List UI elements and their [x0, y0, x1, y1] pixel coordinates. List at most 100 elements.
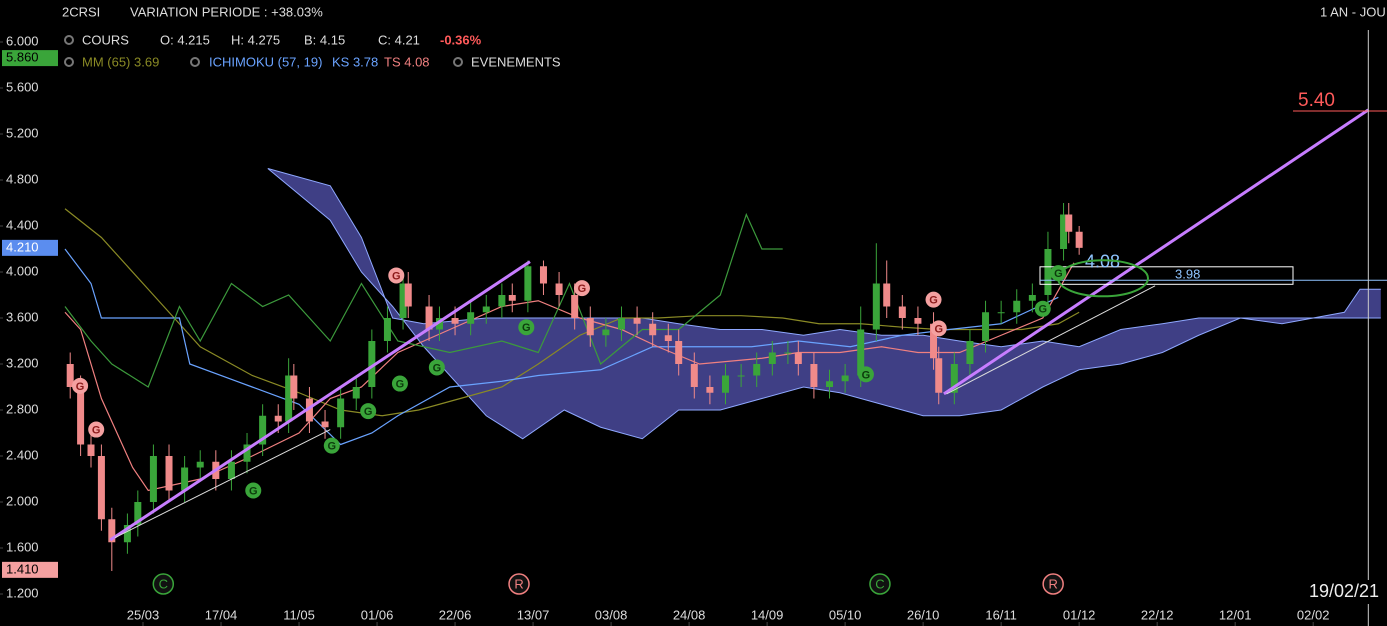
- candle-body: [883, 283, 891, 307]
- candle-body: [467, 312, 475, 324]
- event-label: G: [1038, 304, 1047, 316]
- x-tick-label: 16/11: [985, 607, 1017, 622]
- trendline: [946, 285, 1156, 395]
- high: H: 4.275: [231, 32, 280, 47]
- candle-body: [508, 295, 516, 301]
- candle-body: [352, 387, 360, 399]
- candle-body: [368, 341, 376, 387]
- events-legend[interactable]: EVENEMENTS: [471, 54, 561, 69]
- trendline: [114, 429, 331, 539]
- candle-body: [165, 456, 173, 491]
- candle-body: [784, 352, 792, 354]
- period-event-marker: [1042, 573, 1064, 595]
- candle-body: [675, 341, 683, 364]
- period[interactable]: 1 AN - JOU: [1320, 4, 1386, 19]
- current-label: 19/02/21: [1309, 581, 1379, 601]
- candle-body: [337, 398, 345, 428]
- candle-body: [196, 461, 204, 468]
- gear-icon[interactable]: [190, 57, 200, 67]
- level-label: 5.40: [1298, 90, 1335, 111]
- event-marker: [388, 267, 405, 284]
- x-tick-label: 17/04: [205, 607, 238, 622]
- ichimoku-cloud: [267, 168, 1381, 439]
- level-label: 3.98: [1175, 267, 1200, 282]
- candle-body: [123, 525, 131, 543]
- mm-legend[interactable]: MM (65) 3.69: [82, 54, 159, 69]
- level-label: 4.08: [1085, 252, 1120, 272]
- candle-body: [1013, 300, 1021, 313]
- event-marker: [573, 280, 590, 297]
- candle-body: [997, 312, 1005, 314]
- event-marker: [88, 421, 105, 438]
- y-tick-label: 4.800: [6, 171, 39, 186]
- candle-body: [305, 398, 313, 422]
- variation: VARIATION PERIODE : +38.03%: [130, 4, 323, 19]
- x-tick-label: 14/09: [751, 607, 784, 622]
- candle-body: [227, 461, 235, 479]
- y-tick-label: 5.200: [6, 125, 39, 140]
- x-tick-label: 25/03: [127, 607, 160, 622]
- event-label: G: [929, 295, 938, 307]
- price-marker: [2, 561, 58, 578]
- ichimoku-legend[interactable]: ICHIMOKU (57, 19): [209, 54, 322, 69]
- candle-body: [66, 364, 74, 387]
- candle-body: [690, 364, 698, 387]
- price-marker: [2, 50, 58, 67]
- span-a: [267, 168, 1381, 348]
- x-tick-label: 01/12: [1063, 607, 1096, 622]
- candle-body: [1075, 231, 1083, 248]
- candle-body: [649, 323, 657, 336]
- event-marker: [391, 375, 408, 392]
- candle-body: [914, 318, 922, 324]
- event-marker: [925, 291, 942, 308]
- x-tick-label: 11/05: [283, 607, 315, 622]
- candle-body: [290, 375, 298, 399]
- plot-area: 5.40 4.08 3.98 G G G G G G G G G G G G G G G C R C R 19/02/21: [64, 30, 1387, 626]
- event-label: G: [396, 378, 405, 390]
- candle-body: [274, 415, 282, 422]
- gear-icon[interactable]: [453, 57, 463, 67]
- y-tick-label: 2.400: [6, 447, 39, 462]
- candle-body: [586, 318, 594, 336]
- candle-body: [872, 283, 880, 330]
- event-label: G: [433, 362, 442, 374]
- cours[interactable]: COURS: [82, 32, 129, 47]
- period-event-marker: [508, 573, 530, 595]
- candle-body: [134, 502, 142, 525]
- candle-body: [794, 352, 802, 364]
- open: O: 4.215: [160, 32, 210, 47]
- candle-body: [857, 329, 865, 376]
- gear-icon[interactable]: [64, 57, 74, 67]
- candle-body: [149, 456, 157, 502]
- candle-body: [181, 467, 189, 491]
- level-box: [1039, 266, 1294, 285]
- period-event-label: C: [159, 576, 168, 591]
- candle-body: [841, 375, 849, 382]
- candle-body: [555, 283, 563, 295]
- price-marker-label: 4.210: [6, 239, 39, 254]
- event-marker: [428, 359, 445, 376]
- event-label: G: [328, 441, 337, 453]
- candle-body: [399, 283, 407, 318]
- symbol: 2CRSI: [62, 4, 100, 19]
- trendline: [109, 260, 531, 542]
- x-tick-label: 22/12: [1141, 607, 1174, 622]
- candle-body: [633, 318, 641, 324]
- gear-icon[interactable]: [64, 35, 74, 45]
- event-label: G: [578, 283, 587, 295]
- x-tick-label: 03/08: [595, 607, 628, 622]
- candle-body: [1065, 214, 1073, 232]
- event-label: G: [76, 381, 85, 393]
- candle-body: [87, 444, 95, 456]
- indicator-line: [64, 212, 783, 388]
- ks-legend: KS 3.78: [332, 54, 378, 69]
- candle-body: [498, 295, 506, 307]
- candle-body: [259, 415, 267, 445]
- x-tick-label: 24/08: [673, 607, 706, 622]
- y-tick-label: 5.600: [6, 79, 39, 94]
- candle-body: [321, 421, 329, 428]
- candle-body: [1044, 249, 1052, 295]
- candle-body: [451, 318, 459, 324]
- candle-body: [706, 387, 714, 393]
